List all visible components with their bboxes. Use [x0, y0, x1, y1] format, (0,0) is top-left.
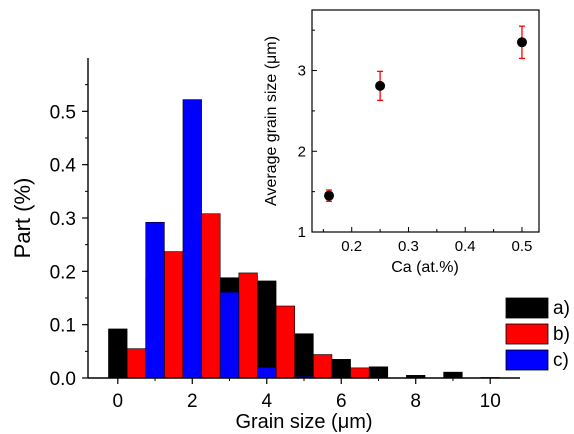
x-tick-label: 0 — [113, 391, 124, 412]
legend-swatch — [505, 297, 549, 319]
data-point — [516, 37, 527, 48]
inset-y-tick-label: 2 — [298, 143, 306, 160]
inset-y-tick-label: 1 — [298, 224, 306, 241]
y-tick-label: 0.5 — [50, 102, 76, 123]
bar — [257, 367, 277, 379]
bar — [443, 371, 463, 379]
bar — [219, 291, 240, 379]
x-tick-label: 6 — [336, 391, 347, 412]
y-axis-label: Part (%) — [10, 178, 35, 259]
x-tick-label: 10 — [480, 391, 501, 412]
inset-x-tick-label: 0.4 — [455, 238, 476, 255]
bar — [368, 366, 389, 379]
inset-x-tick-label: 0.3 — [398, 238, 419, 255]
legend-label: a) — [553, 298, 570, 319]
legend-swatch — [505, 323, 549, 345]
legend-label: b) — [553, 324, 570, 345]
inset-scatter-chart: 0.2 0.3 0.4 0.5 1 2 3 Ca (at.%) Average grain si… — [263, 9, 540, 276]
bar — [164, 251, 184, 379]
x-tick-label: 8 — [410, 391, 421, 412]
bar — [294, 333, 314, 379]
x-tick-label: 2 — [187, 391, 198, 412]
x-tick-label: 4 — [261, 391, 272, 412]
y-tick-label: 0.1 — [50, 316, 76, 337]
inset-y-tick-label: 3 — [298, 63, 306, 80]
bar — [257, 280, 277, 379]
x-axis-label: Grain size (μm) — [235, 411, 372, 433]
legend-swatch — [505, 349, 549, 371]
y-tick-label: 0.4 — [50, 156, 77, 177]
data-point — [375, 80, 386, 91]
data-point — [324, 190, 335, 201]
bar — [313, 354, 333, 379]
inset-x-tick-label: 0.2 — [341, 238, 362, 255]
bar — [126, 348, 147, 379]
bar — [201, 213, 221, 379]
bar — [145, 221, 165, 379]
bar — [350, 367, 370, 379]
bar — [238, 272, 258, 379]
histogram-chart: 0 2 4 6 8 10 0.0 0.1 0.2 0.3 0.4 0.5 Grain size (μm)… — [10, 58, 570, 433]
bar — [331, 359, 351, 379]
inset-x-axis-label: Ca (at.%) — [391, 259, 459, 276]
bar — [108, 328, 128, 379]
y-tick-label: 0.2 — [50, 262, 76, 283]
bar — [182, 99, 202, 379]
inset-y-axis-label: Average grain size (μm) — [263, 36, 280, 206]
y-tick-label: 0.0 — [50, 369, 76, 390]
inset-frame — [311, 9, 540, 233]
y-tick-label: 0.3 — [50, 209, 76, 230]
bar — [275, 305, 295, 379]
legend-label: c) — [553, 350, 569, 371]
inset-x-tick-label: 0.5 — [512, 238, 533, 255]
